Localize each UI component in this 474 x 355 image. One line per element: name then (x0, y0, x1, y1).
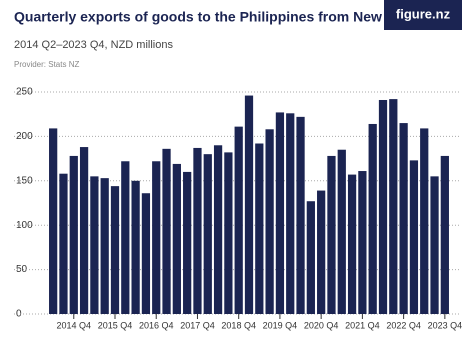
bar (110, 186, 120, 314)
x-tick-label: 2017 Q4 (180, 320, 215, 330)
bar (327, 155, 336, 314)
bar (317, 190, 326, 314)
bar (389, 99, 398, 314)
bar (100, 178, 109, 314)
bar (141, 193, 151, 314)
bar (244, 95, 254, 314)
x-tick-label: 2023 Q4 (428, 320, 463, 330)
bar (121, 161, 130, 314)
bar (358, 171, 367, 314)
x-tick-label: 2019 Q4 (263, 320, 298, 330)
bar (172, 163, 181, 314)
x-tick-label: 2018 Q4 (221, 320, 256, 330)
bar (286, 113, 295, 314)
bar (59, 173, 68, 314)
bar (368, 123, 377, 314)
bar (420, 128, 429, 314)
bar (213, 145, 223, 314)
bar (306, 201, 315, 314)
y-tick-label: 200 (16, 131, 33, 142)
bar (440, 155, 449, 314)
bar (203, 154, 212, 314)
bar (90, 176, 99, 314)
y-tick-label: 150 (16, 175, 33, 186)
y-tick-label: 250 (16, 87, 33, 98)
bar (152, 161, 161, 314)
x-tick-label: 2022 Q4 (386, 320, 421, 330)
chart-title: Quarterly exports of goods to the Philip… (14, 9, 439, 25)
bar (265, 129, 274, 314)
logo: figure.nz (396, 6, 451, 21)
bar (347, 174, 357, 314)
x-tick-label: 2021 Q4 (345, 320, 380, 330)
x-tick-label: 2014 Q4 (57, 320, 92, 330)
bar (224, 152, 233, 314)
logo-box (384, 0, 462, 30)
bar (69, 155, 78, 314)
bar (296, 116, 305, 314)
bar (162, 148, 171, 314)
bar (399, 123, 408, 314)
bar (79, 147, 89, 314)
bar (378, 99, 388, 314)
x-tick-label: 2016 Q4 (139, 320, 174, 330)
y-tick-label: 50 (16, 264, 28, 275)
bar (255, 143, 264, 314)
provider: Provider: Stats NZ (14, 60, 79, 69)
bar (183, 171, 192, 314)
bar (131, 180, 140, 314)
bar (430, 176, 439, 314)
bar (193, 147, 202, 314)
bar (234, 126, 243, 314)
x-tick-label: 2015 Q4 (98, 320, 133, 330)
bar (275, 112, 285, 314)
chart-subtitle: 2014 Q2–2023 Q4, NZD millions (14, 39, 173, 51)
bar (49, 128, 58, 314)
y-tick-label: 100 (16, 220, 33, 231)
y-tick-label: 0 (16, 309, 22, 320)
bar (409, 160, 419, 314)
x-tick-label: 2020 Q4 (304, 320, 339, 330)
bar (337, 149, 346, 314)
